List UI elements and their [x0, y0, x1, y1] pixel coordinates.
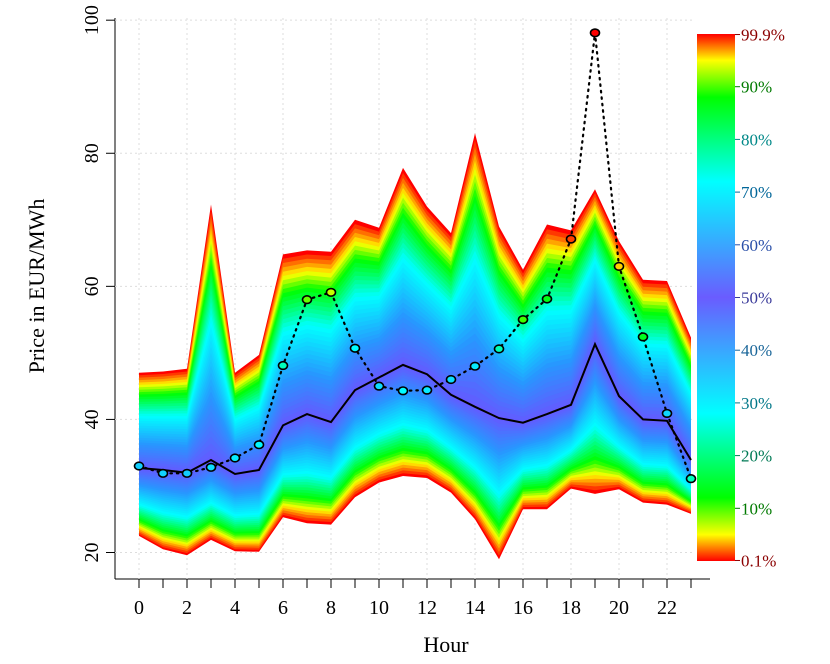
quantile-band-layer	[139, 330, 691, 481]
observed-price-point	[181, 468, 193, 478]
observed-price-point	[301, 295, 313, 305]
observed-price-point	[421, 385, 433, 395]
legend-colorbar: 99.9% 90% 80% 70% 60% 50% 40% 30% 20% 10% 0.1%	[697, 26, 785, 570]
observed-price-point	[541, 294, 553, 304]
observed-price-point	[229, 453, 241, 463]
x-tick-label: 6	[278, 597, 288, 619]
x-tick-label: 8	[326, 597, 336, 619]
legend-label: 40%	[741, 341, 772, 360]
plot-frame	[114, 18, 710, 580]
observed-price-point	[685, 474, 697, 484]
observed-price-point	[589, 28, 601, 38]
observed-price-point	[469, 361, 481, 371]
y-axis-title: Price in EUR/MWh	[24, 199, 49, 374]
legend-label: 30%	[741, 394, 772, 413]
legend-label: 80%	[741, 130, 772, 149]
legend-label: 10%	[741, 499, 772, 518]
x-tick-label: 2	[182, 597, 192, 619]
x-tick-label: 12	[417, 597, 437, 619]
colorbar	[697, 34, 735, 561]
observed-price-point	[277, 360, 289, 371]
x-tick-label: 0	[134, 597, 144, 619]
x-tick-label: 4	[230, 597, 240, 619]
x-tick-label: 22	[657, 597, 677, 619]
legend-label: 50%	[741, 289, 772, 308]
x-tick-label: 10	[369, 597, 389, 619]
observed-price-point	[661, 408, 673, 419]
x-tick-label: 20	[609, 597, 629, 619]
observed-price-point	[373, 381, 385, 391]
y-tick-label: 20	[81, 543, 103, 563]
observed-price-point	[205, 462, 217, 472]
legend-labels: 99.9% 90% 80% 70% 60% 50% 40% 30% 20% 10% 0.1%	[735, 26, 785, 570]
legend-label: 0.1%	[741, 551, 776, 570]
observed-price-point	[133, 461, 145, 471]
legend-label: 70%	[741, 183, 772, 202]
series-points	[133, 28, 697, 484]
observed-price-point	[565, 234, 577, 244]
quantile-band-layer	[139, 338, 691, 478]
series-lines	[137, 32, 693, 480]
legend-label: 90%	[741, 78, 772, 97]
observed-price-point	[325, 287, 337, 297]
y-tick-label: 80	[81, 143, 103, 163]
quantile-bands	[139, 133, 691, 560]
x-tick-label: 18	[561, 597, 581, 619]
x-tick-label: 14	[465, 597, 485, 619]
legend-label: 20%	[741, 447, 772, 466]
observed-price-point	[253, 440, 265, 450]
observed-price-line	[137, 32, 693, 480]
y-tick-label: 40	[81, 409, 103, 429]
observed-price-point	[157, 468, 169, 478]
y-axis-ticks: 20 40 60 80 100	[81, 5, 115, 563]
observed-price-point	[613, 261, 625, 271]
x-axis-ticks: 0 2 4 6 8 10 12 14 16 18 20 22	[134, 579, 692, 619]
y-tick-label: 60	[81, 276, 103, 296]
observed-price-point	[397, 386, 409, 396]
legend-label: 99.9%	[741, 26, 785, 45]
x-axis-title: Hour	[423, 632, 469, 657]
observed-price-point	[637, 332, 649, 342]
observed-price-point	[445, 374, 457, 385]
median-forecast-line	[138, 341, 692, 476]
observed-price-point	[493, 344, 505, 354]
observed-price-point	[517, 315, 529, 325]
legend-label: 60%	[741, 236, 772, 255]
y-tick-label: 100	[81, 5, 103, 35]
x-tick-label: 16	[513, 597, 533, 619]
observed-price-point	[349, 343, 361, 353]
